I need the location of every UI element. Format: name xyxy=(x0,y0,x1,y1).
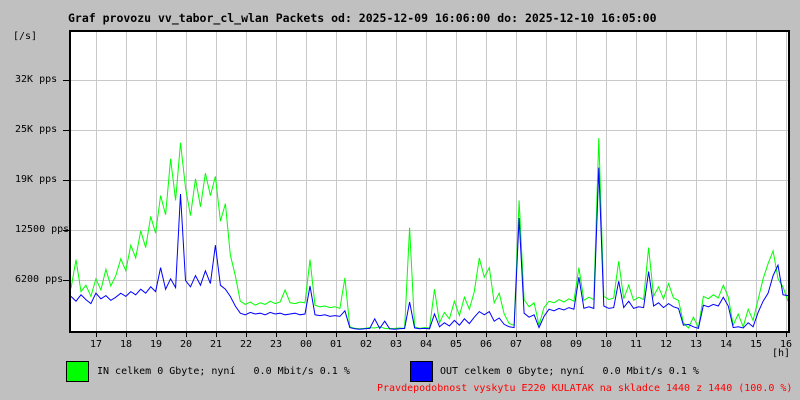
traffic-graph-canvas xyxy=(71,32,788,331)
x-tick-mark xyxy=(336,333,337,337)
legend-out-swatch xyxy=(410,361,433,382)
out-series-line xyxy=(71,167,788,330)
x-tick-mark xyxy=(396,333,397,337)
x-tick-label: 14 xyxy=(719,339,733,350)
x-tick-mark xyxy=(156,333,157,337)
x-tick-label: 12 xyxy=(659,339,673,350)
x-tick-mark xyxy=(636,333,637,337)
x-tick-label: 03 xyxy=(389,339,403,350)
x-tick-label: 18 xyxy=(119,339,133,350)
y-axis-unit-label: [/s] xyxy=(13,31,38,42)
graph-plot-area xyxy=(69,30,790,333)
x-tick-label: 23 xyxy=(269,339,283,350)
y-tick-mark xyxy=(63,280,69,281)
x-tick-mark xyxy=(306,333,307,337)
x-tick-label: 05 xyxy=(449,339,463,350)
x-tick-mark xyxy=(186,333,187,337)
x-axis-unit-label: [h] xyxy=(772,348,791,359)
y-tick-label: 12500 pps xyxy=(15,224,70,235)
x-tick-label: 09 xyxy=(569,339,583,350)
y-tick-label: 25K pps xyxy=(15,124,58,135)
legend-out-label: OUT celkem 0 Gbyte; nyní 0.0 Mbit/s 0.1 … xyxy=(440,366,699,377)
x-tick-mark xyxy=(96,333,97,337)
x-tick-label: 00 xyxy=(299,339,313,350)
x-tick-label: 02 xyxy=(359,339,373,350)
x-tick-mark xyxy=(276,333,277,337)
x-tick-label: 17 xyxy=(89,339,103,350)
x-tick-mark xyxy=(456,333,457,337)
y-tick-mark xyxy=(63,230,69,231)
x-tick-label: 10 xyxy=(599,339,613,350)
legend-in-swatch xyxy=(66,361,89,382)
x-tick-label: 19 xyxy=(149,339,163,350)
x-tick-label: 07 xyxy=(509,339,523,350)
x-tick-mark xyxy=(666,333,667,337)
x-tick-mark xyxy=(606,333,607,337)
x-tick-mark xyxy=(246,333,247,337)
probability-status-text: Pravdepodobnost vyskytu E220 KULATAK na … xyxy=(377,383,793,394)
x-tick-mark xyxy=(366,333,367,337)
x-tick-label: 21 xyxy=(209,339,223,350)
y-tick-label: 19K pps xyxy=(15,174,58,185)
y-tick-mark xyxy=(63,80,69,81)
y-tick-label: 32K pps xyxy=(15,74,58,85)
x-tick-mark xyxy=(696,333,697,337)
x-tick-label: 15 xyxy=(749,339,763,350)
x-tick-label: 22 xyxy=(239,339,253,350)
graph-title: Graf provozu vv_tabor_cl_wlan Packets od… xyxy=(68,11,657,25)
y-tick-mark xyxy=(63,180,69,181)
x-tick-mark xyxy=(786,333,787,337)
x-tick-mark xyxy=(756,333,757,337)
y-tick-mark xyxy=(63,130,69,131)
x-tick-label: 16 xyxy=(779,339,793,350)
y-tick-label: 6200 pps xyxy=(15,274,64,285)
x-tick-label: 04 xyxy=(419,339,433,350)
x-tick-mark xyxy=(426,333,427,337)
x-tick-label: 20 xyxy=(179,339,193,350)
x-tick-label: 08 xyxy=(539,339,553,350)
x-tick-mark xyxy=(216,333,217,337)
x-tick-mark xyxy=(516,333,517,337)
x-tick-mark xyxy=(726,333,727,337)
x-tick-mark xyxy=(486,333,487,337)
x-tick-label: 01 xyxy=(329,339,343,350)
x-tick-mark xyxy=(546,333,547,337)
x-tick-mark xyxy=(126,333,127,337)
legend-in-label: IN celkem 0 Gbyte; nyní 0.0 Mbit/s 0.1 % xyxy=(97,366,350,377)
x-tick-label: 13 xyxy=(689,339,703,350)
x-tick-mark xyxy=(576,333,577,337)
x-tick-label: 11 xyxy=(629,339,643,350)
x-tick-label: 06 xyxy=(479,339,493,350)
